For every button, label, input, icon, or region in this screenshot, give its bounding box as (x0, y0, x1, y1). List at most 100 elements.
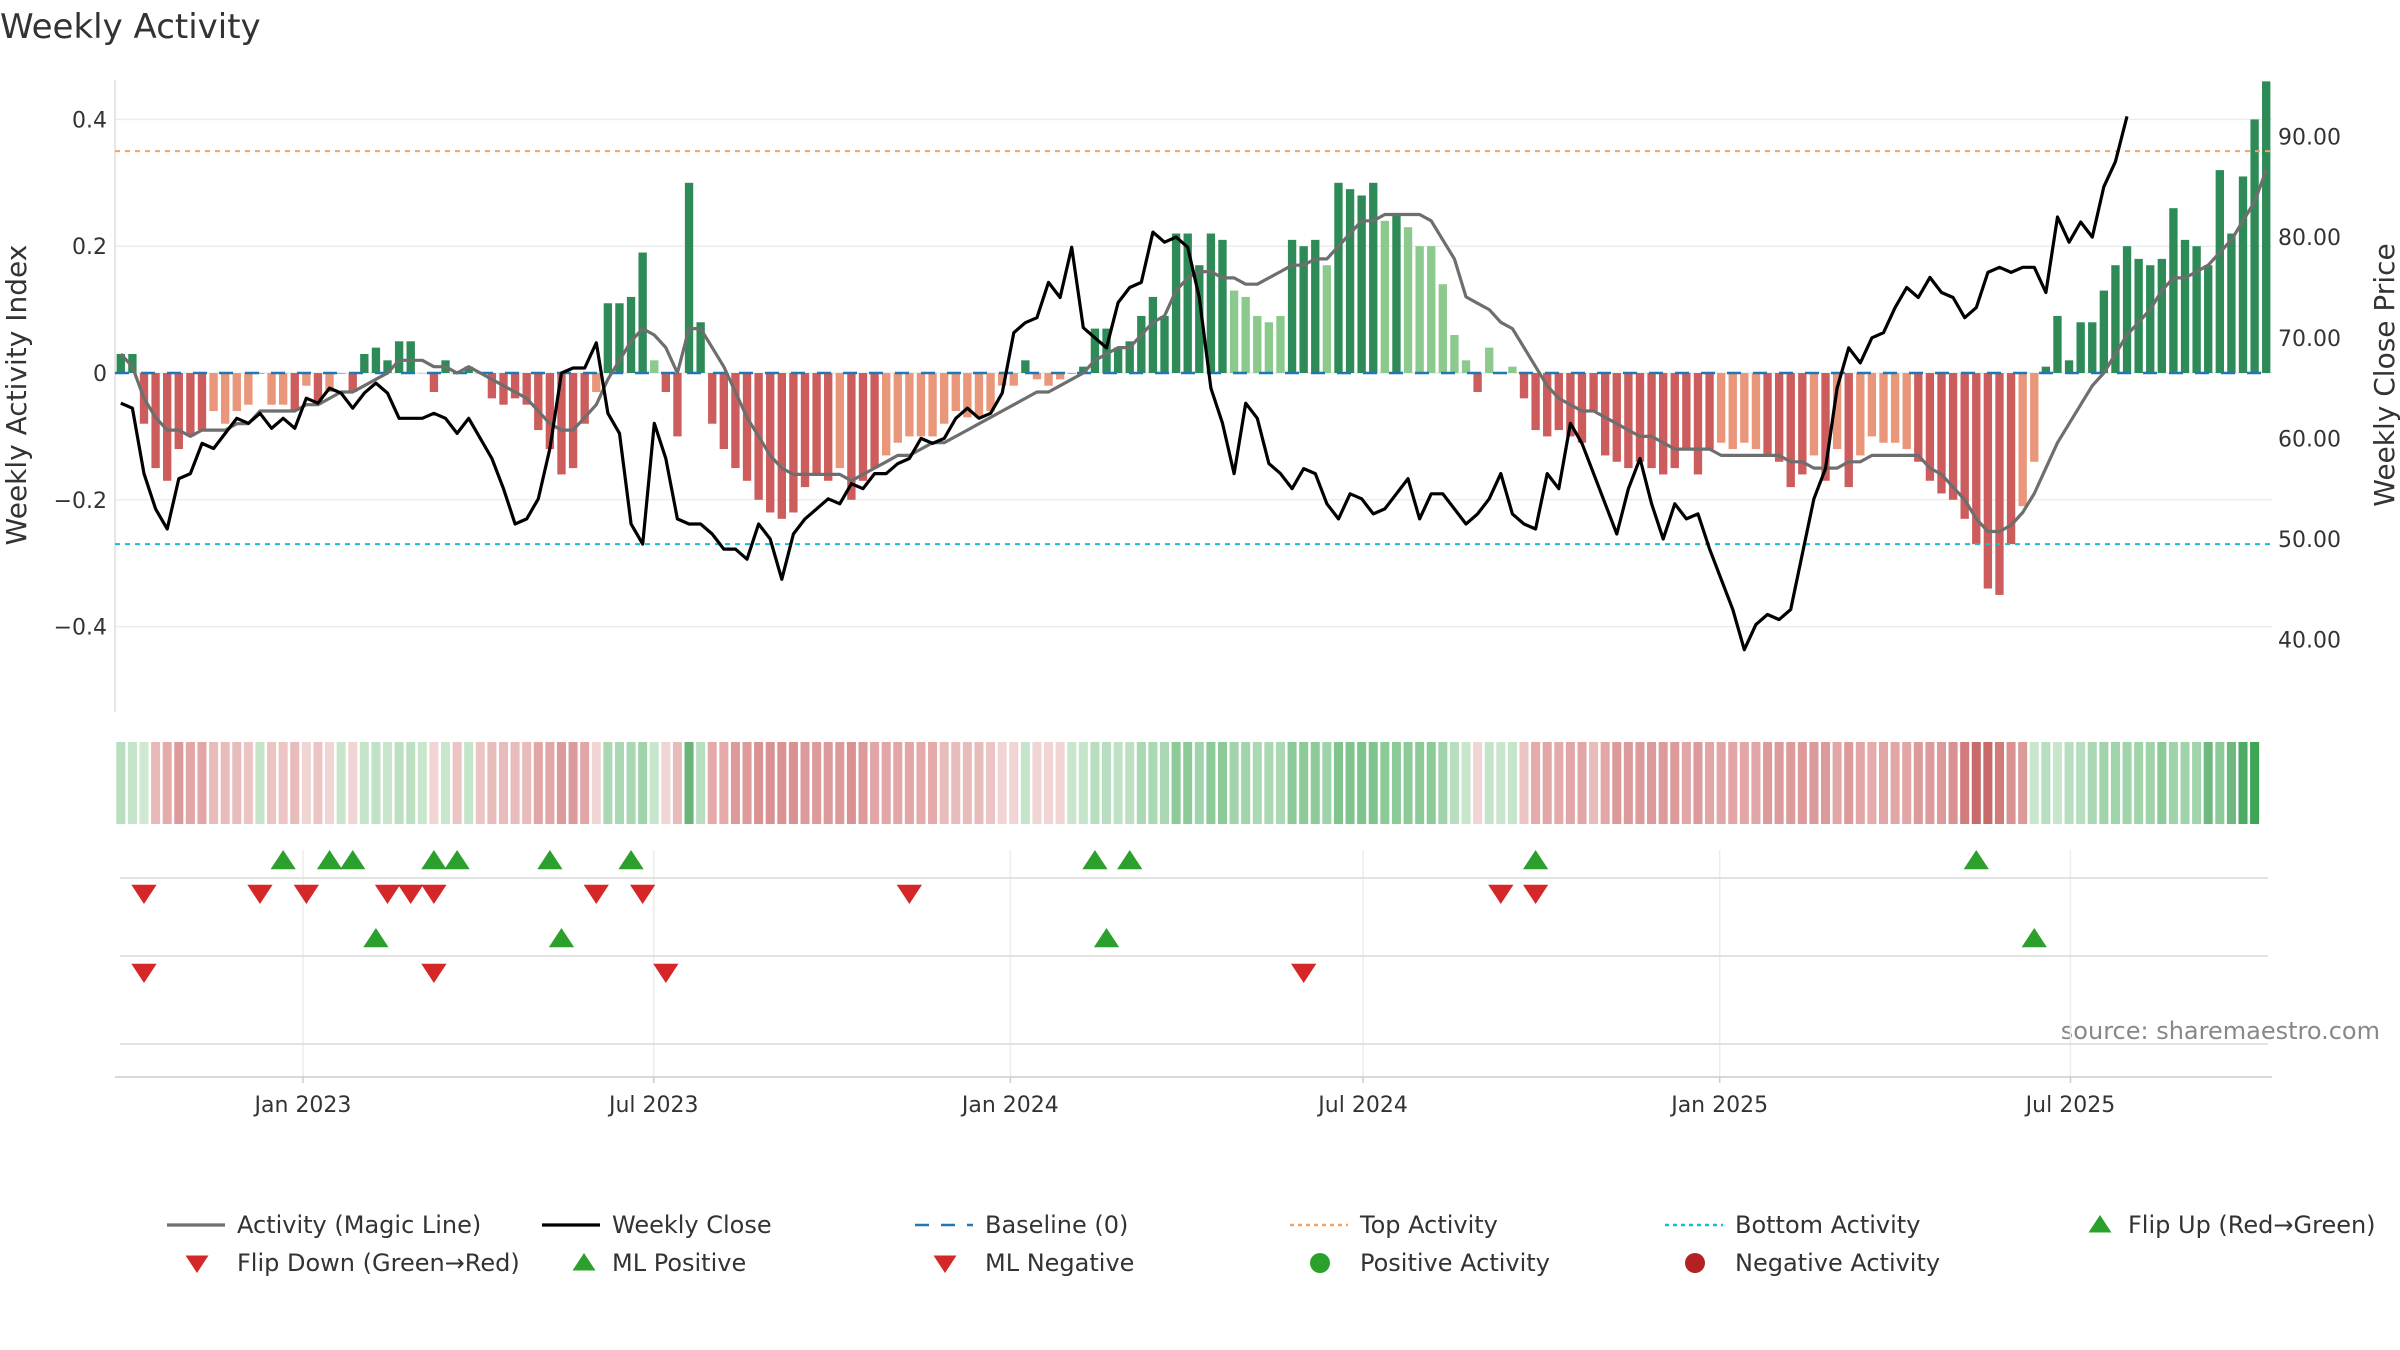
activity-bar (1960, 373, 1969, 519)
activity-bar (278, 373, 288, 405)
strip-cell (962, 742, 972, 824)
strip-cell (325, 742, 335, 824)
activity-bar (1658, 373, 1668, 475)
activity-bar (220, 373, 230, 424)
activity-bar (1148, 296, 1158, 373)
activity-bar (510, 373, 520, 399)
activity-bar (186, 373, 195, 437)
strip-cell (2180, 742, 2190, 824)
strip-cell (1821, 742, 1831, 824)
activity-bar (568, 373, 578, 469)
activity-bar (1021, 360, 1030, 373)
strip-cell (1936, 742, 1947, 824)
strip-cell (2215, 742, 2225, 824)
activity-bar (592, 373, 601, 393)
y2-axis-label: Weekly Close Price (2368, 243, 2400, 506)
legend-label: ML Negative (985, 1249, 1134, 1277)
activity-bar (1009, 373, 1018, 386)
activity-bar (1055, 373, 1065, 380)
strip-cell (278, 742, 288, 824)
activity-bar (2134, 258, 2143, 373)
activity-bar (290, 373, 299, 412)
strip-cell (1217, 742, 1228, 824)
activity-bar (1334, 182, 1343, 373)
activity-bar (128, 353, 137, 373)
strip-cell (2203, 742, 2213, 824)
strip-cell (301, 742, 311, 824)
strip-cell (2134, 742, 2144, 824)
activity-bar (383, 360, 392, 373)
strip-cell (498, 742, 509, 824)
activity-bar (1832, 373, 1842, 450)
strip-cell (1055, 742, 1065, 824)
strip-cell (1577, 742, 1587, 824)
strip-cell (1623, 742, 1633, 824)
activity-bar (824, 373, 833, 481)
strip-cell (1960, 742, 1970, 824)
strip-cell (116, 742, 126, 824)
activity-bar (963, 373, 972, 418)
strip-cell (2064, 742, 2074, 824)
activity-bar (708, 373, 717, 424)
strip-cell (533, 742, 543, 824)
activity-bar (905, 373, 914, 437)
strip-cell (2192, 742, 2202, 824)
strip-cell (777, 742, 787, 824)
strip-cell (151, 742, 161, 824)
activity-bar (2099, 290, 2109, 373)
strip-cell (1113, 742, 1123, 824)
strip-cell (475, 742, 485, 824)
strip-cell (1368, 742, 1378, 824)
strip-cell (1183, 742, 1193, 824)
strip-cell (742, 742, 752, 824)
flip-down-marker (630, 884, 656, 904)
strip-cell (1171, 742, 1181, 824)
strip-cell (2052, 742, 2062, 824)
strip-cell (870, 742, 880, 824)
activity-bar (638, 252, 647, 373)
strip-cell (1844, 742, 1854, 824)
activity-bar (997, 373, 1007, 386)
strip-cell (1890, 742, 1900, 824)
strip-cell (487, 742, 497, 824)
activity-bar (1067, 373, 1076, 374)
y2-tick-label: 60.00 (2278, 427, 2341, 452)
activity-bar (1612, 373, 1621, 462)
strip-cell (232, 742, 242, 824)
strip-cell (638, 742, 648, 824)
legend-swatch-negative (1685, 1253, 1705, 1273)
flip-down-marker (293, 884, 319, 904)
flip-up-marker (316, 850, 343, 870)
activity-bar (1299, 246, 1308, 373)
strip-cell (209, 742, 219, 824)
strip-cell (754, 742, 764, 824)
activity-bar (394, 341, 404, 373)
strip-cell (696, 742, 706, 824)
strip-cell (1658, 742, 1668, 824)
activity-bar (545, 373, 555, 450)
strip-cell (174, 742, 184, 824)
strip-cell (1797, 742, 1807, 824)
strip-cell (1380, 742, 1390, 824)
strip-cell (1032, 742, 1042, 824)
flip-up-marker (340, 850, 366, 870)
ml-negative-marker (653, 963, 679, 983)
x-tick-label: Jul 2025 (2024, 1093, 2116, 1118)
strip-cell (1009, 742, 1019, 824)
legend-swatch-positive (1310, 1253, 1330, 1273)
strip-cell (2122, 742, 2132, 824)
y2-tick-label: 40.00 (2278, 629, 2341, 654)
activity-bar (1798, 373, 1807, 475)
activity-bar (1948, 373, 1958, 500)
strip-cell (1264, 742, 1274, 824)
activity-bar (2146, 265, 2155, 373)
flip-down-marker (131, 884, 157, 904)
activity-bar (1287, 239, 1297, 373)
strip-cell (522, 742, 532, 824)
activity-bar (151, 373, 160, 469)
y-tick-label: 0.2 (72, 235, 107, 260)
activity-bar (1914, 373, 1923, 462)
strip-cell (1391, 742, 1401, 824)
activity-bar (1311, 239, 1320, 373)
